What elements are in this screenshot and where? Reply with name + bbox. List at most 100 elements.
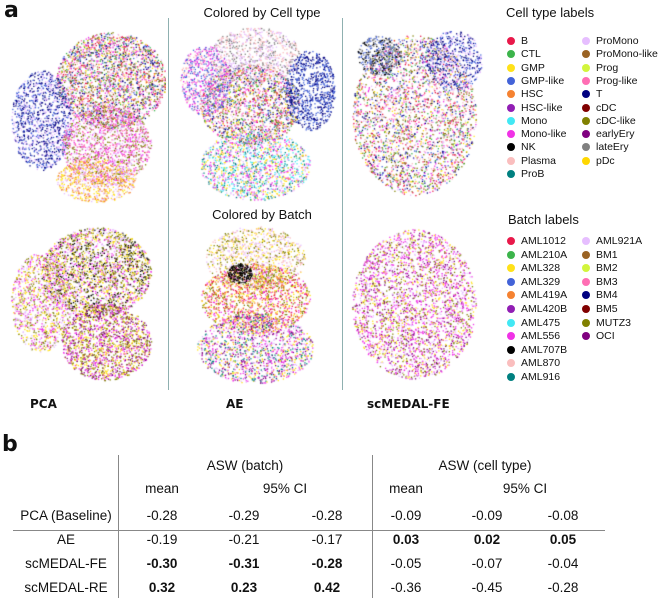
umap-ae-batch xyxy=(170,218,340,388)
legend-item: AML921A xyxy=(582,235,642,247)
legend-label: AML420B xyxy=(521,303,568,315)
legend-item: AML916 xyxy=(507,371,560,383)
legend-label: cDC xyxy=(596,101,617,114)
legend-label: ProB xyxy=(521,168,545,180)
legend-item: AML475 xyxy=(507,317,560,329)
legend-swatch-icon xyxy=(507,170,515,178)
legend-label: GMP-like xyxy=(521,74,565,87)
legend-label: GMP xyxy=(521,61,545,74)
legend-label: BM5 xyxy=(596,303,618,315)
table-cell: -0.19 xyxy=(146,532,178,547)
subheader-ci: 95% CI xyxy=(502,481,548,496)
umap-ae-celltype xyxy=(170,20,340,205)
batch-legend-title: Batch labels xyxy=(508,212,579,227)
table-cell: -0.05 xyxy=(390,556,422,571)
row-method: scMEDAL-RE xyxy=(24,580,108,595)
table-cell: -0.30 xyxy=(146,556,178,571)
method-label-pca: PCA xyxy=(30,397,57,411)
legend-swatch-icon xyxy=(582,264,590,273)
legend-swatch-icon xyxy=(582,76,590,85)
legend-label: T xyxy=(596,88,603,101)
legend-item: cDC-like xyxy=(582,115,636,127)
legend-swatch-icon xyxy=(507,305,515,313)
legend-item: OCI xyxy=(582,330,615,342)
legend-label: ProMono-like xyxy=(596,48,658,61)
legend-item: T xyxy=(582,88,602,100)
legend-item: AML870 xyxy=(507,357,560,369)
legend-swatch-icon xyxy=(507,318,515,327)
legend-swatch-icon xyxy=(582,277,590,286)
legend-swatch-icon xyxy=(507,130,515,139)
umap-pca-celltype xyxy=(6,20,166,205)
legend-item: AML328 xyxy=(507,262,560,274)
legend-item: GMP xyxy=(507,62,545,74)
legend-swatch-icon xyxy=(507,237,515,245)
legend-swatch-icon xyxy=(582,50,590,59)
legend-item: AML556 xyxy=(507,330,560,342)
table-cell: -0.09 xyxy=(471,508,503,523)
legend-item: Mono xyxy=(507,115,547,127)
legend-label: Prog-like xyxy=(596,74,638,87)
legend-swatch-icon xyxy=(507,277,515,286)
legend-label: AML1012 xyxy=(521,235,566,247)
legend-swatch-icon xyxy=(582,90,590,99)
legend-label: AML328 xyxy=(521,262,561,275)
legend-label: pDc xyxy=(596,154,615,167)
legend-item: B xyxy=(507,35,528,47)
row-method: AE xyxy=(56,532,76,547)
legend-swatch-icon xyxy=(582,130,590,139)
legend-label: Mono xyxy=(521,114,548,127)
legend-item: cDC xyxy=(582,102,616,114)
legend-label: cDC-like xyxy=(596,114,636,127)
legend-swatch-icon xyxy=(582,305,590,313)
legend-swatch-icon xyxy=(507,332,515,341)
legend-swatch-icon xyxy=(582,250,590,259)
table-cell: -0.04 xyxy=(547,556,579,571)
legend-label: B xyxy=(521,35,529,47)
row-method: PCA (Baseline) xyxy=(20,508,112,523)
legend-swatch-icon xyxy=(582,143,590,152)
legend-item: HSC xyxy=(507,88,543,100)
legend-label: AML870 xyxy=(521,357,561,370)
legend-item: Prog xyxy=(582,62,618,74)
table-cell: 0.02 xyxy=(473,532,501,547)
legend-item: MUTZ3 xyxy=(582,317,631,329)
legend-item: BM2 xyxy=(582,262,618,274)
table-cell: 0.32 xyxy=(148,580,176,595)
legend-item: HSC-like xyxy=(507,102,562,114)
table-cell: -0.17 xyxy=(311,532,343,547)
legend-item: Mono-like xyxy=(507,128,567,140)
legend-swatch-icon xyxy=(507,90,515,99)
table-cell: -0.09 xyxy=(390,508,422,523)
legend-swatch-icon xyxy=(582,156,590,165)
legend-item: NK xyxy=(507,141,536,153)
legend-item: earlyEry xyxy=(582,128,635,140)
legend-label: NK xyxy=(521,141,536,154)
row-method: scMEDAL-FE xyxy=(25,556,107,571)
legend-swatch-icon xyxy=(507,264,515,273)
legend-item: lateEry xyxy=(582,141,629,153)
table-divider xyxy=(118,455,119,598)
table-cell: -0.28 xyxy=(547,580,579,595)
legend-item: pDc xyxy=(582,155,615,167)
legend-label: AML916 xyxy=(521,371,561,383)
legend-label: AML210A xyxy=(521,248,568,261)
legend-item: ProB xyxy=(507,168,544,180)
legend-item: AML1012 xyxy=(507,235,566,247)
legend-swatch-icon xyxy=(507,143,515,152)
legend-swatch-icon xyxy=(507,50,515,59)
table-cell: 0.42 xyxy=(313,580,341,595)
method-label-ae: AE xyxy=(226,397,244,411)
legend-swatch-icon xyxy=(582,237,590,245)
legend-label: BM2 xyxy=(596,262,618,275)
table-cell: -0.28 xyxy=(311,508,343,523)
umap-scmedal-celltype xyxy=(344,20,484,205)
legend-swatch-icon xyxy=(582,318,590,327)
legend-item: AML210A xyxy=(507,249,567,261)
legend-label: AML921A xyxy=(596,235,643,247)
celltype-legend-title: Cell type labels xyxy=(506,5,595,20)
table-cell: -0.21 xyxy=(228,532,260,547)
table-cell: -0.07 xyxy=(471,556,503,571)
legend-swatch-icon xyxy=(582,116,590,125)
